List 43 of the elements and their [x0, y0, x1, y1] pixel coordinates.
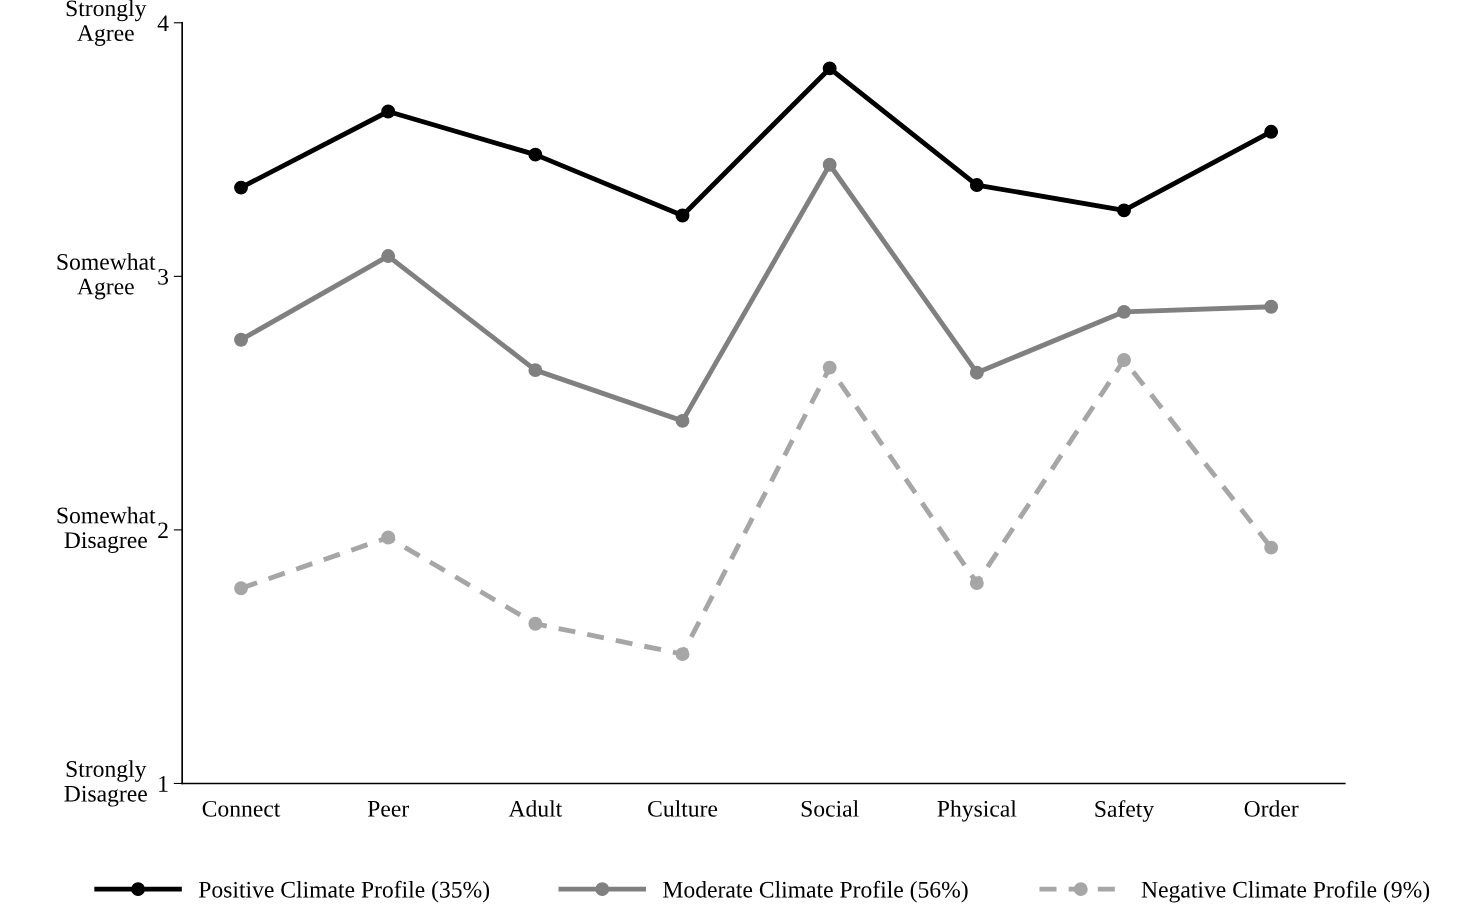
point — [822, 360, 837, 375]
point — [1117, 203, 1131, 218]
point — [381, 530, 396, 545]
x-tick-label: Physical — [937, 800, 1017, 822]
point — [675, 208, 690, 223]
point — [675, 647, 690, 662]
point — [234, 180, 248, 195]
point — [234, 581, 248, 596]
point — [675, 413, 690, 428]
x-tick-label: Safety — [1095, 800, 1155, 822]
point — [1264, 124, 1279, 139]
y-tick-label: 1 — [159, 776, 168, 792]
legend-label: Positive Climate Profile (35%) — [198, 880, 490, 903]
point — [969, 365, 984, 380]
point — [822, 157, 837, 172]
legend-label: Moderate Climate Profile (56%) — [663, 880, 968, 903]
y-tick-label: 2 — [158, 522, 168, 539]
x-tick-label: Culture — [648, 800, 718, 817]
text: Strongly Disagree — [64, 760, 147, 807]
point — [381, 249, 396, 263]
x-tick-label: Connect — [202, 800, 281, 817]
point — [234, 332, 248, 347]
text: Somewhat Agree — [57, 253, 156, 300]
point — [1117, 353, 1131, 367]
point — [528, 147, 543, 162]
text: Somewhat Disagree — [57, 506, 156, 553]
y-tick-label: 4 — [157, 15, 169, 31]
legend-label: Negative Climate Profile (9%) — [1141, 880, 1430, 903]
x-tick-label: Social — [801, 800, 859, 817]
text: Strongly Agree — [66, 0, 147, 46]
point — [528, 363, 543, 378]
point — [381, 104, 396, 119]
x-tick-label: Adult — [508, 800, 563, 817]
x-tick-label: Peer — [367, 801, 409, 817]
point — [528, 616, 543, 631]
point — [1264, 540, 1279, 555]
point — [1117, 304, 1131, 319]
point — [969, 576, 984, 591]
point — [969, 178, 984, 192]
point — [822, 61, 837, 76]
point — [1264, 299, 1279, 314]
y-tick-label: 3 — [158, 268, 169, 285]
x-tick-label: Order — [1244, 800, 1299, 817]
